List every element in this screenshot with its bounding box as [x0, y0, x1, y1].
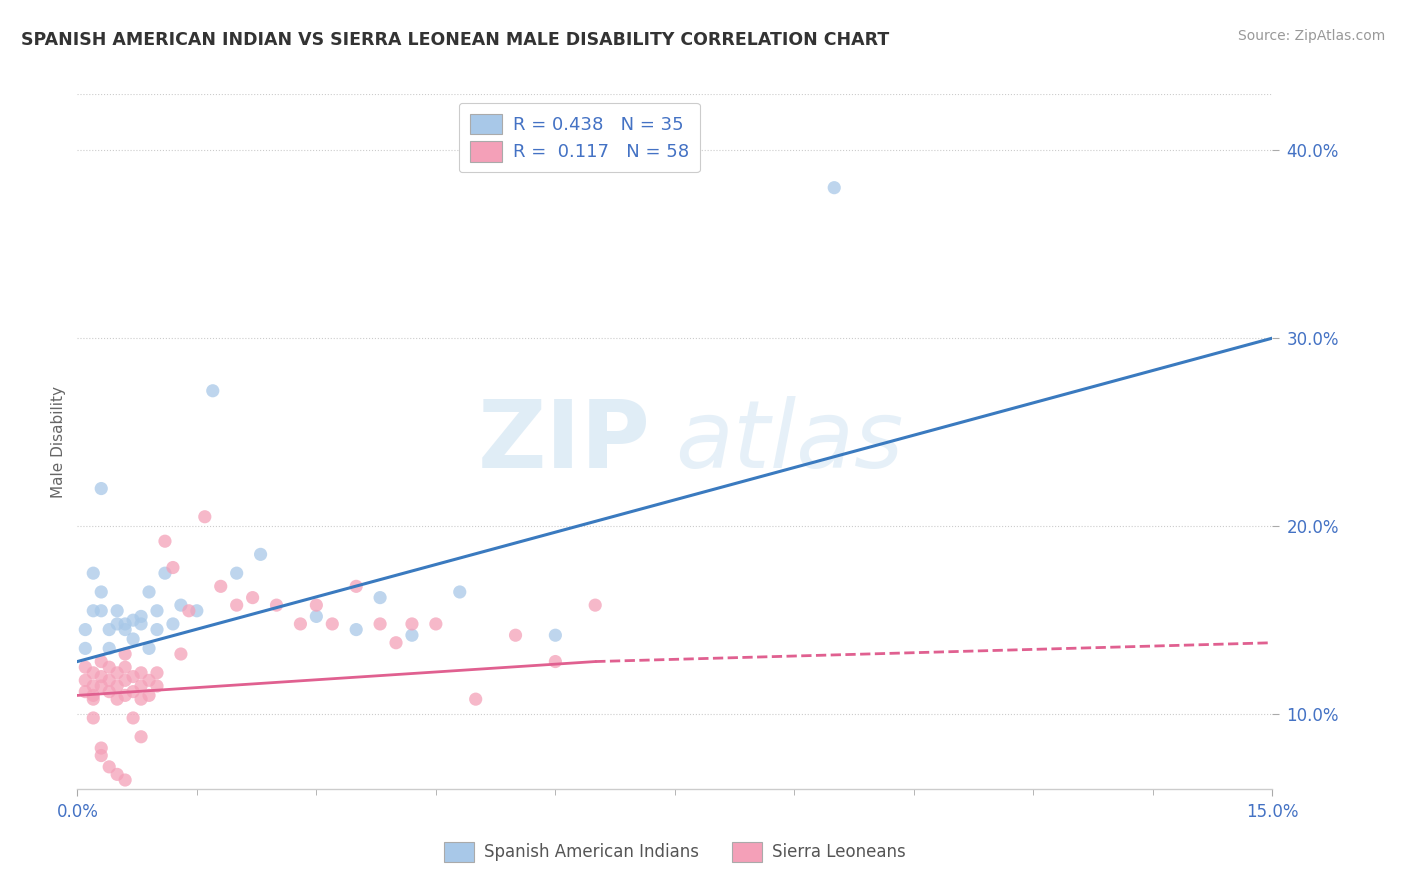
Point — [225, 566, 247, 581]
Point — [75, 660, 97, 674]
Point — [105, 679, 128, 693]
Point — [114, 689, 136, 703]
Point — [129, 609, 152, 624]
Point — [105, 767, 128, 781]
Point — [194, 509, 217, 524]
Point — [105, 665, 128, 680]
Point — [162, 560, 184, 574]
Point — [90, 482, 112, 496]
Point — [146, 623, 169, 637]
Point — [82, 692, 104, 706]
Point — [186, 604, 208, 618]
Point — [114, 623, 136, 637]
Point — [344, 623, 367, 637]
Point — [385, 636, 408, 650]
Point — [105, 604, 128, 618]
Point — [209, 579, 232, 593]
Point — [290, 616, 312, 631]
Text: SPANISH AMERICAN INDIAN VS SIERRA LEONEAN MALE DISABILITY CORRELATION CHART: SPANISH AMERICAN INDIAN VS SIERRA LEONEA… — [21, 31, 890, 49]
Point — [114, 772, 136, 787]
Point — [425, 616, 447, 631]
Point — [114, 660, 136, 674]
Point — [75, 673, 97, 688]
Point — [146, 665, 169, 680]
Point — [129, 679, 152, 693]
Text: Source: ZipAtlas.com: Source: ZipAtlas.com — [1237, 29, 1385, 43]
Point — [583, 598, 606, 612]
Point — [129, 692, 152, 706]
Point — [105, 692, 128, 706]
Point — [368, 616, 391, 631]
Point — [90, 748, 112, 763]
Point — [321, 616, 343, 631]
Point — [90, 741, 112, 756]
Point — [82, 689, 104, 703]
Point — [82, 665, 104, 680]
Point — [170, 647, 193, 661]
Point — [122, 684, 145, 698]
Point — [114, 673, 136, 688]
Point — [153, 566, 176, 581]
Point — [138, 673, 160, 688]
Point — [98, 673, 121, 688]
Point — [90, 604, 112, 618]
Point — [98, 660, 121, 674]
Point — [114, 616, 136, 631]
Point — [823, 180, 845, 194]
Point — [401, 616, 423, 631]
Point — [368, 591, 391, 605]
Point — [122, 670, 145, 684]
Point — [305, 598, 328, 612]
Point — [464, 692, 486, 706]
Point — [75, 684, 97, 698]
Point — [122, 632, 145, 646]
Legend: Spanish American Indians, Sierra Leoneans: Spanish American Indians, Sierra Leonean… — [434, 832, 915, 871]
Point — [146, 679, 169, 693]
Point — [98, 641, 121, 656]
Point — [82, 679, 104, 693]
Point — [75, 623, 97, 637]
Point — [449, 585, 471, 599]
Point — [98, 760, 121, 774]
Point — [242, 591, 264, 605]
Point — [505, 628, 527, 642]
Point — [138, 641, 160, 656]
Point — [138, 585, 160, 599]
Point — [305, 609, 328, 624]
Point — [249, 547, 271, 561]
Point — [129, 616, 152, 631]
Point — [98, 684, 121, 698]
Point — [90, 655, 112, 669]
Point — [177, 604, 200, 618]
Point — [122, 613, 145, 627]
Point — [544, 655, 567, 669]
Point — [98, 623, 121, 637]
Point — [129, 665, 152, 680]
Point — [114, 647, 136, 661]
Text: atlas: atlas — [675, 396, 903, 487]
Point — [201, 384, 224, 398]
Point — [153, 534, 176, 549]
Point — [122, 711, 145, 725]
Point — [75, 641, 97, 656]
Point — [90, 679, 112, 693]
Point — [401, 628, 423, 642]
Point — [90, 670, 112, 684]
Point — [129, 730, 152, 744]
Point — [170, 598, 193, 612]
Point — [225, 598, 247, 612]
Y-axis label: Male Disability: Male Disability — [51, 385, 66, 498]
Point — [266, 598, 288, 612]
Point — [82, 711, 104, 725]
Point — [138, 689, 160, 703]
Point — [82, 566, 104, 581]
Point — [105, 616, 128, 631]
Point — [90, 585, 112, 599]
Point — [544, 628, 567, 642]
Text: ZIP: ZIP — [478, 395, 651, 488]
Point — [344, 579, 367, 593]
Point — [82, 604, 104, 618]
Point — [162, 616, 184, 631]
Point — [146, 604, 169, 618]
